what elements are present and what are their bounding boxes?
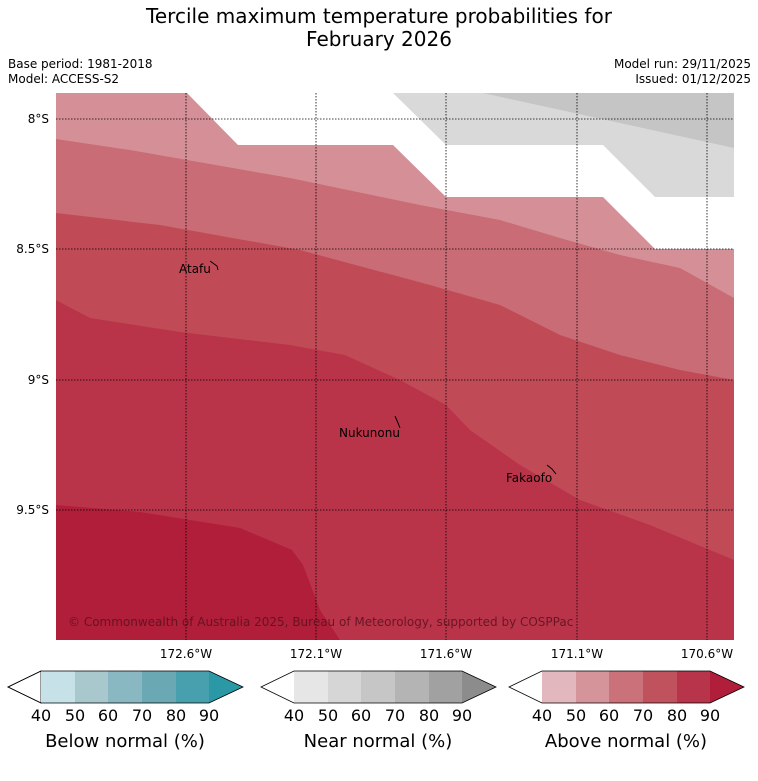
legend-below-high-arrow <box>209 671 243 703</box>
legend-above-swatch-50 <box>576 671 609 703</box>
legend-above-tick-90: 90 <box>700 706 720 725</box>
lat-label-8-5s: 8.5°S <box>16 242 49 256</box>
legend-above-swatch-40 <box>542 671 576 703</box>
legend-near-swatch-40 <box>294 671 328 703</box>
legend-near-tick-40: 40 <box>284 706 304 725</box>
legend-above-tick-40: 40 <box>532 706 552 725</box>
lon-label-171-6w: 171.6°W <box>420 647 472 661</box>
legend-below-swatch-50 <box>75 671 108 703</box>
legend-near-tick-80: 80 <box>419 706 439 725</box>
legend-near-tick-50: 50 <box>318 706 338 725</box>
meta-right: Model run: 29/11/2025 Issued: 01/12/2025 <box>614 57 751 87</box>
graticule <box>56 93 734 640</box>
base-period: Base period: 1981-2018 <box>8 57 153 71</box>
legend-below-tick-40: 40 <box>31 706 51 725</box>
title-line-2: February 2026 <box>306 27 452 51</box>
lat-label-9-5s: 9.5°S <box>16 503 49 517</box>
atafu-outline <box>209 260 219 271</box>
title-line-1: Tercile maximum temperature probabilitie… <box>146 4 612 28</box>
place-label-nukunonu: Nukunonu <box>339 426 400 440</box>
legend-below-tick-60: 60 <box>98 706 118 725</box>
legend-above-low-arrow <box>509 671 542 703</box>
legend-below-label: Below normal (%) <box>45 731 205 752</box>
model-run: Model run: 29/11/2025 <box>613 57 751 71</box>
lon-label-172-6w: 172.6°W <box>160 647 212 661</box>
legend-above-swatch-60 <box>609 671 643 703</box>
atoll-outlines <box>209 260 557 475</box>
legend-near-tick-60: 60 <box>351 706 371 725</box>
legend-above-normal: 40 50 60 70 80 90 Above normal (%) <box>508 670 745 752</box>
place-label-fakaofo: Fakaofo <box>506 471 552 485</box>
legend-above-high-arrow <box>710 671 744 703</box>
model-name: Model: ACCESS-S2 <box>8 72 120 86</box>
map-title: Tercile maximum temperature probabilitie… <box>0 5 758 51</box>
lat-label-9s: 9°S <box>28 373 49 387</box>
legend-above-tick-70: 70 <box>633 706 653 725</box>
legend-near-tick-90: 90 <box>452 706 472 725</box>
legend-below-swatch-60 <box>108 671 142 703</box>
nukunonu-outline <box>394 415 401 429</box>
place-label-atafu: Atafu <box>179 262 211 276</box>
legend-below-tick-50: 50 <box>65 706 85 725</box>
legend-above-tick-80: 80 <box>667 706 687 725</box>
legend-below-tick-70: 70 <box>132 706 152 725</box>
legend-near-label: Near normal (%) <box>304 731 453 752</box>
near-normal-60-region <box>483 93 734 148</box>
legend-below-swatch-70 <box>142 671 176 703</box>
legend-above-tick-50: 50 <box>566 706 586 725</box>
lon-label-170-6w: 170.6°W <box>681 647 733 661</box>
legend-below-swatch-80 <box>176 671 209 703</box>
fakaofo-outline <box>546 464 557 475</box>
legend-above-tick-60: 60 <box>599 706 619 725</box>
copyright-notice: © Commonwealth of Australia 2025, Bureau… <box>68 615 573 629</box>
lon-label-171-1w: 171.1°W <box>551 647 603 661</box>
legend-near-high-arrow <box>462 671 496 703</box>
lon-label-172-1w: 172.1°W <box>290 647 342 661</box>
legend-below-tick-90: 90 <box>199 706 219 725</box>
legend-below-swatch-40 <box>41 671 75 703</box>
meta-left: Base period: 1981-2018 Model: ACCESS-S2 <box>8 57 153 87</box>
legend-above-swatch-80 <box>677 671 710 703</box>
legend-near-low-arrow <box>261 671 294 703</box>
legend-near-normal: 40 50 60 70 80 90 Near normal (%) <box>260 670 497 752</box>
legend-near-swatch-70 <box>395 671 429 703</box>
issued-date: Issued: 01/12/2025 <box>635 72 751 86</box>
legend-near-tick-70: 70 <box>385 706 405 725</box>
probability-map: Atafu Nukunonu Fakaofo © Commonwealth of… <box>56 93 734 640</box>
legend-below-tick-80: 80 <box>166 706 186 725</box>
legend-above-label: Above normal (%) <box>545 731 707 752</box>
legend-above-swatch-70 <box>643 671 677 703</box>
legend-near-swatch-60 <box>361 671 395 703</box>
above-normal-90-region <box>56 505 340 640</box>
legend-below-normal: 40 50 60 70 80 90 Below normal (%) <box>7 670 244 752</box>
legend-below-low-arrow <box>7 670 42 704</box>
legend-near-swatch-50 <box>328 671 361 703</box>
legend-near-swatch-80 <box>429 671 462 703</box>
lat-label-8s: 8°S <box>28 112 49 126</box>
